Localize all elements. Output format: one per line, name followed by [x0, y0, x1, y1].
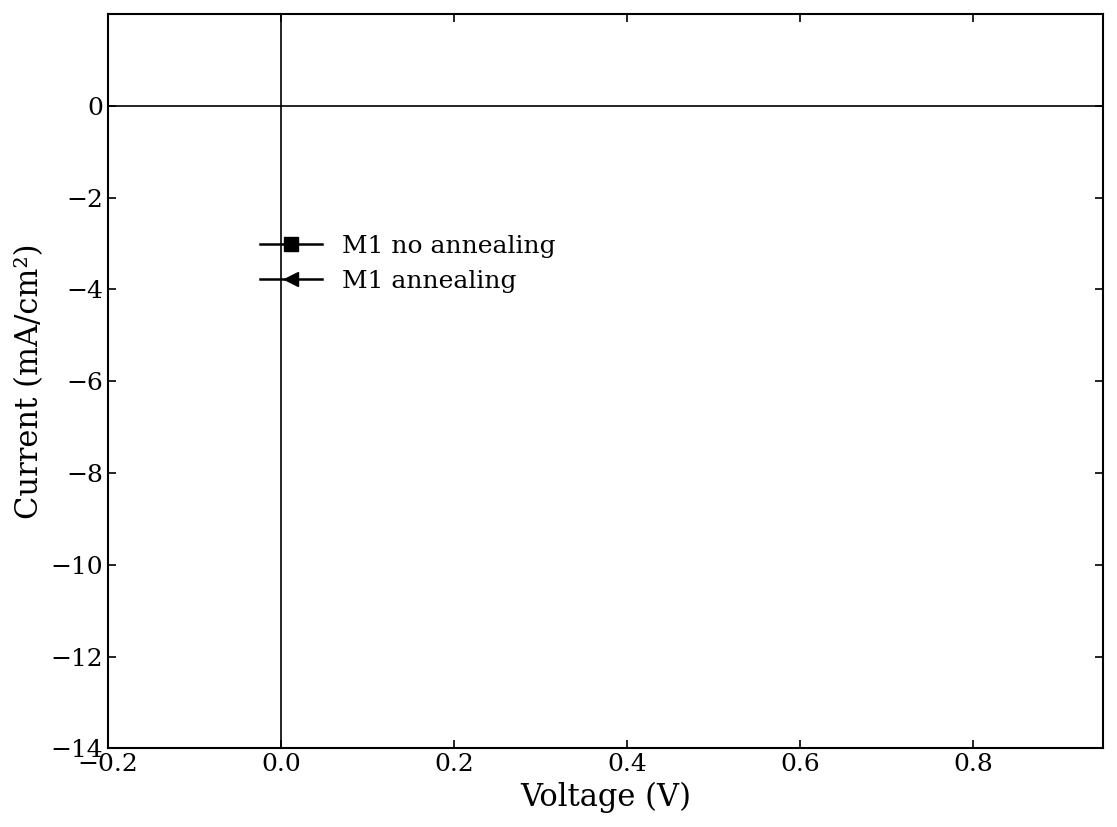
Legend: M1 no annealing, M1 annealing: M1 no annealing, M1 annealing: [250, 225, 566, 304]
X-axis label: Voltage (V): Voltage (V): [521, 782, 691, 813]
Y-axis label: Current (mA/cm²): Current (mA/cm²): [13, 243, 45, 519]
